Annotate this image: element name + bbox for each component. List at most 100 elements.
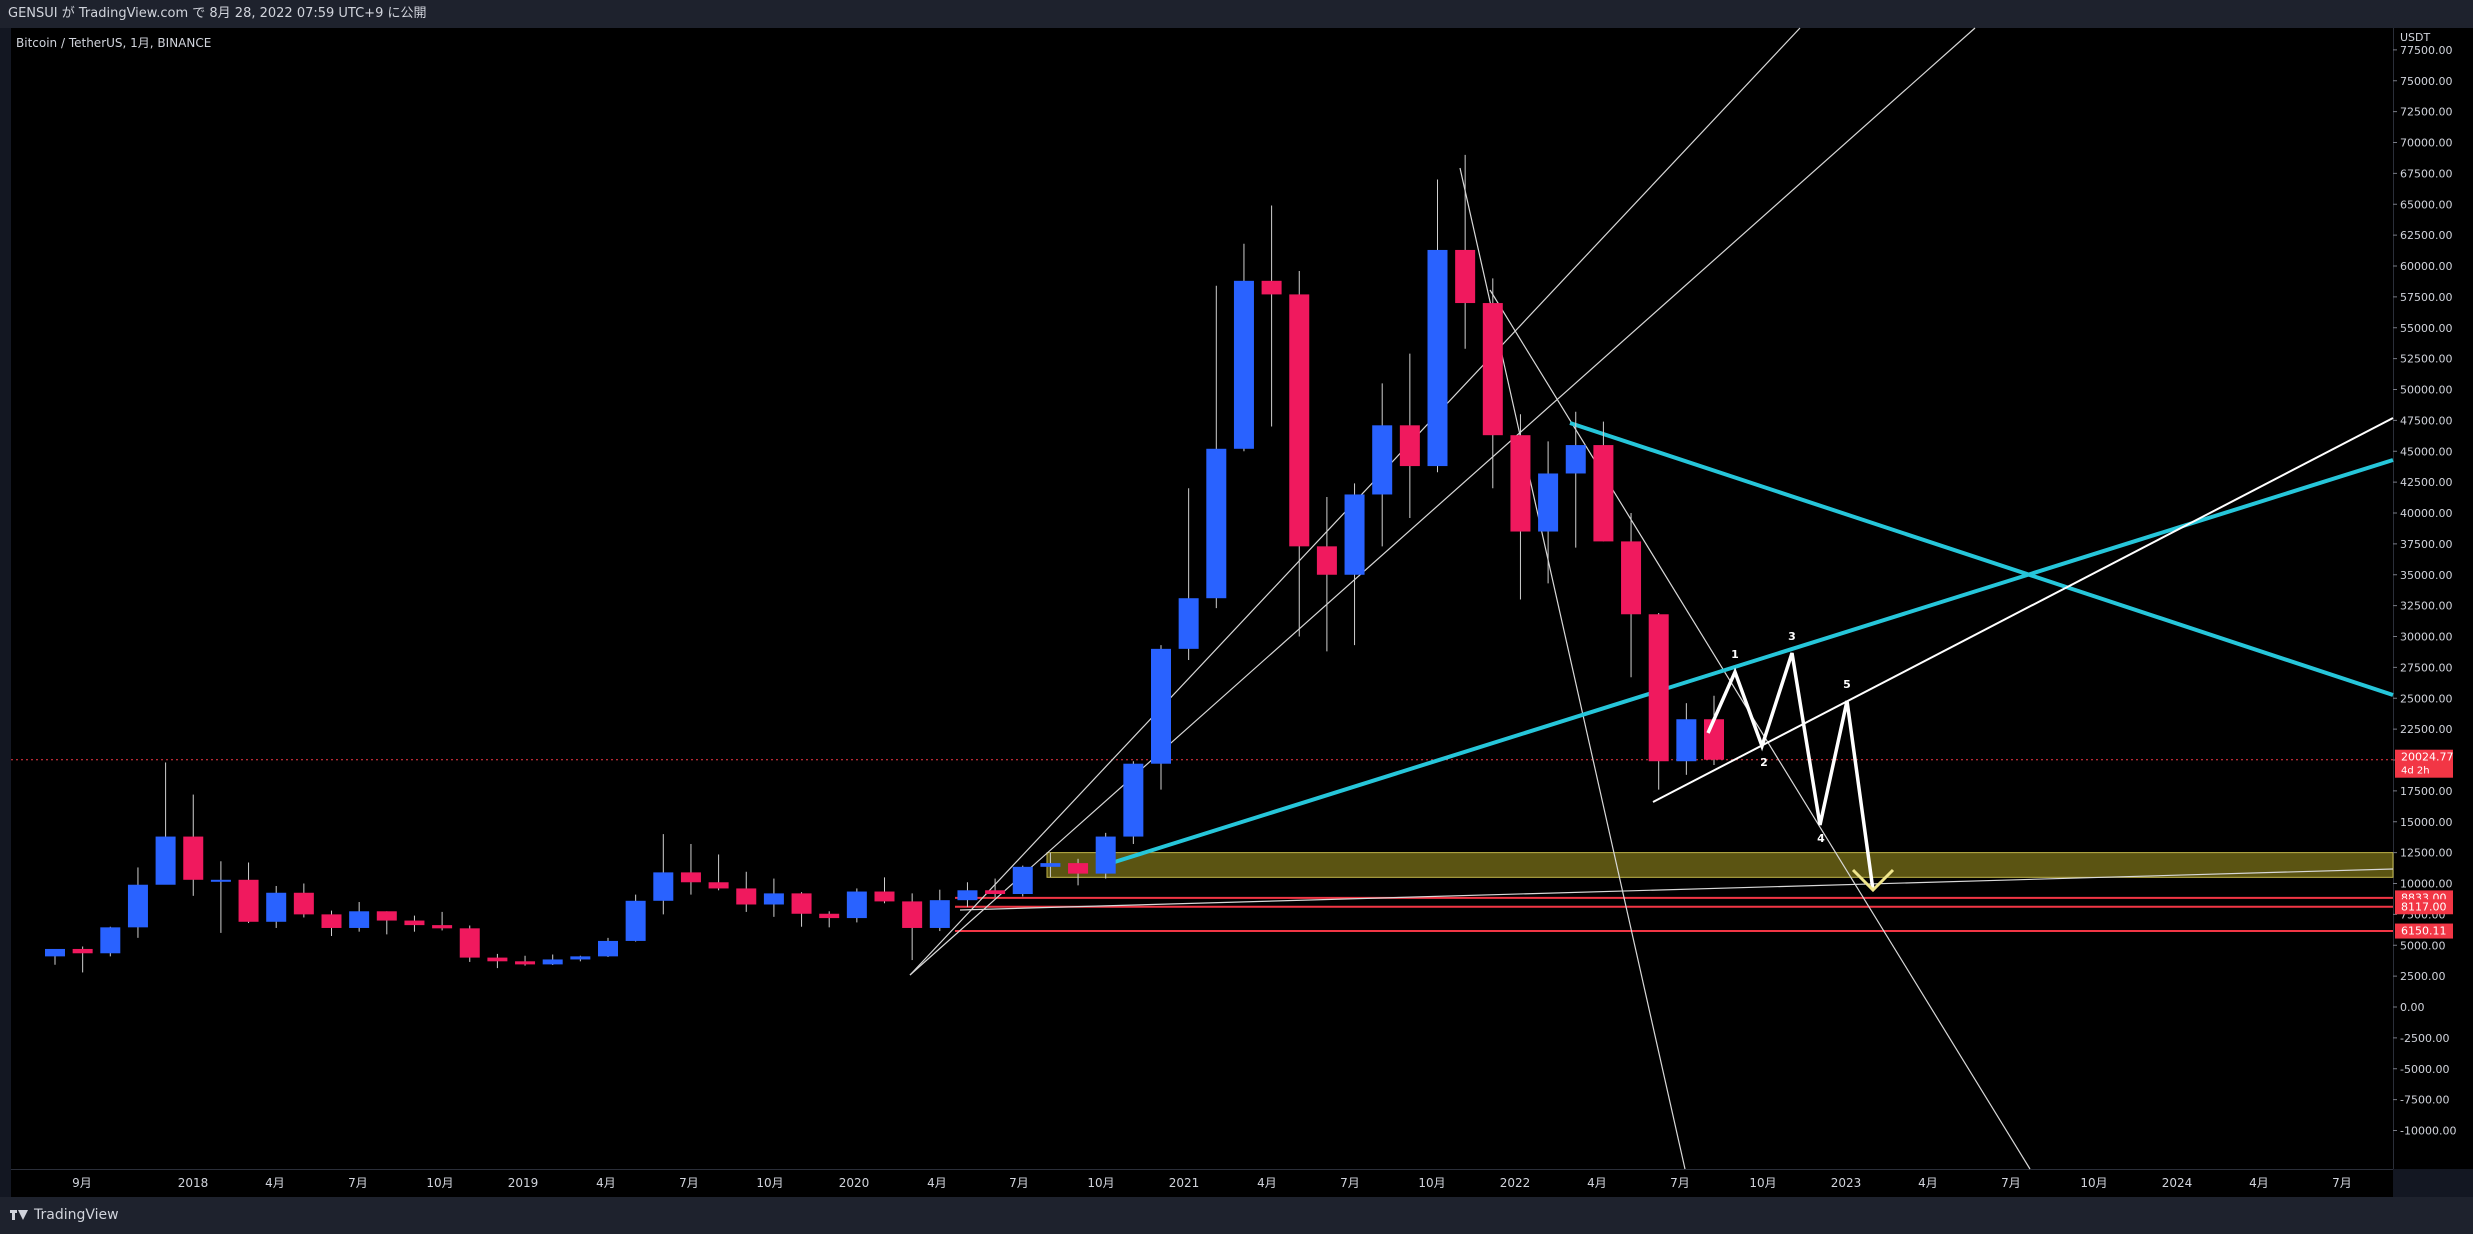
y-tick-label: 50000.00 <box>2400 384 2453 397</box>
candle <box>349 911 370 928</box>
price-axis[interactable] <box>2393 28 2473 1169</box>
x-tick-label: 7月 <box>2001 1176 2021 1190</box>
y-tick-label: 67500.00 <box>2400 167 2453 180</box>
y-tick-label: 65000.00 <box>2400 198 2453 211</box>
support-trend-line <box>1104 458 2394 867</box>
candle <box>1372 425 1393 495</box>
candle <box>1510 435 1531 532</box>
candle <box>1151 648 1171 764</box>
candle <box>1648 614 1669 762</box>
y-tick-label: 35000.00 <box>2400 569 2453 582</box>
wave-label-2: 2 <box>1760 756 1768 769</box>
tradingview-brand[interactable]: TradingView <box>10 1207 119 1223</box>
price-badge <box>2395 749 2453 778</box>
candle <box>1621 541 1642 615</box>
candle <box>432 925 453 929</box>
y-tick-label: -7500.00 <box>2400 1094 2449 1107</box>
y-tick-label: 12500.00 <box>2400 847 2453 860</box>
y-tick-label: 70000.00 <box>2400 137 2453 150</box>
x-tick-label: 4月 <box>2249 1176 2269 1190</box>
candle <box>598 940 618 957</box>
candle <box>736 888 757 905</box>
candle <box>1704 719 1724 760</box>
y-tick-label: 15000.00 <box>2400 816 2453 829</box>
candle <box>1427 249 1448 467</box>
price-badge-sub: 4d 2h <box>2401 766 2430 777</box>
candle <box>1676 719 1697 762</box>
candle <box>570 956 591 960</box>
candle <box>846 891 867 919</box>
candle <box>1012 866 1033 894</box>
price-badge-label: 8117.00 <box>2401 900 2447 913</box>
y-tick-label: 2500.00 <box>2400 970 2446 983</box>
resistance-line <box>1569 421 2394 697</box>
candle <box>459 928 480 958</box>
candle <box>238 879 259 922</box>
wave-target-arrow <box>1851 868 1895 893</box>
candle <box>1455 249 1476 304</box>
x-tick-label: 4月 <box>265 1176 285 1190</box>
candle <box>1233 280 1254 449</box>
y-tick-label: 17500.00 <box>2400 785 2453 798</box>
x-tick-label: 2019 <box>508 1176 539 1190</box>
candle <box>680 872 701 883</box>
x-tick-label: 2023 <box>1831 1176 1862 1190</box>
candle <box>653 872 674 901</box>
x-tick-label: 7月 <box>679 1176 699 1190</box>
publish-header-text: GENSUI が TradingView.com で 8月 28, 2022 0… <box>8 6 427 21</box>
candle <box>155 836 176 885</box>
x-tick-label: 2021 <box>1169 1176 1200 1190</box>
y-tick-label: 27500.00 <box>2400 661 2453 674</box>
candle <box>1040 863 1061 867</box>
x-tick-label: 2024 <box>2162 1176 2193 1190</box>
candle <box>1123 763 1144 837</box>
candle <box>791 893 812 914</box>
candle <box>1206 448 1227 599</box>
x-tick-label: 2022 <box>1500 1176 1531 1190</box>
chart-area[interactable] <box>11 28 2393 1169</box>
price-badge-label: 6150.11 <box>2401 925 2447 938</box>
candle <box>874 891 895 902</box>
y-tick-label: -5000.00 <box>2400 1063 2449 1076</box>
x-tick-label: 7月 <box>1670 1176 1690 1190</box>
candle <box>1178 598 1199 649</box>
x-tick-label: 7月 <box>1009 1176 1029 1190</box>
x-tick-label: 7月 <box>348 1176 368 1190</box>
candle <box>72 948 93 954</box>
y-tick-label: 47500.00 <box>2400 414 2453 427</box>
wave-label-3: 3 <box>1788 630 1796 643</box>
y-tick-label: 30000.00 <box>2400 631 2453 644</box>
y-tick-label: 25000.00 <box>2400 692 2453 705</box>
x-tick-label: 10月 <box>1418 1176 1445 1190</box>
y-tick-label: 37500.00 <box>2400 538 2453 551</box>
candle <box>515 961 536 965</box>
y-tick-label: 57500.00 <box>2400 291 2453 304</box>
tradingview-logo-icon <box>10 1210 28 1220</box>
candle <box>902 901 923 928</box>
y-tick-label: 52500.00 <box>2400 353 2453 366</box>
candle <box>183 836 204 880</box>
brand-label: TradingView <box>34 1207 119 1223</box>
candle <box>763 893 784 905</box>
candle <box>542 959 563 965</box>
y-tick-label: 60000.00 <box>2400 260 2453 273</box>
price-badge <box>2395 923 2453 939</box>
candle <box>1593 445 1614 542</box>
y-tick-label: -10000.00 <box>2400 1125 2456 1138</box>
time-axis[interactable] <box>11 1169 2393 1198</box>
candle <box>404 920 425 926</box>
channel-line <box>1652 417 2394 803</box>
candle <box>487 957 508 962</box>
candle <box>1095 836 1116 874</box>
trend-line-flat <box>959 868 2394 911</box>
candle <box>266 892 287 922</box>
candle <box>1344 494 1365 575</box>
candle <box>1289 294 1310 547</box>
y-tick-label: 22500.00 <box>2400 723 2453 736</box>
y-tick-label: 55000.00 <box>2400 322 2453 335</box>
price-badge <box>2395 899 2453 915</box>
candle <box>100 927 121 954</box>
y-tick-label: 75000.00 <box>2400 75 2453 88</box>
candle <box>929 900 950 928</box>
